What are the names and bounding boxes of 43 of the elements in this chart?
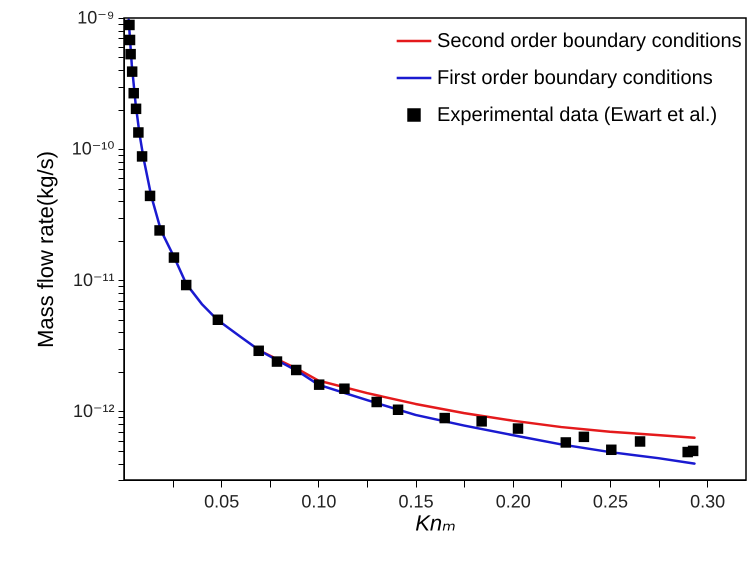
point xyxy=(133,127,144,138)
point xyxy=(272,356,282,367)
point xyxy=(124,34,136,46)
x-tick-label: 0.20 xyxy=(496,492,531,512)
point xyxy=(476,416,487,427)
y-tick-label: 10⁻¹⁰ xyxy=(72,138,114,159)
point xyxy=(136,151,148,162)
point xyxy=(180,280,192,290)
legend-label: Experimental data (Ewart et al.) xyxy=(437,104,718,126)
point xyxy=(371,396,382,408)
y-tick-label: 10⁻⁹ xyxy=(77,8,114,28)
x-tick-label: 0.10 xyxy=(301,492,336,512)
point xyxy=(439,412,450,424)
point xyxy=(392,404,404,415)
x-axis-title: Knₘ xyxy=(415,510,456,536)
text: 0.05 xyxy=(204,492,240,512)
point xyxy=(688,446,698,456)
point xyxy=(253,346,264,356)
y-tick-label: 10⁻¹² xyxy=(72,400,114,421)
point xyxy=(634,436,646,447)
legend-label: Second order boundary conditions xyxy=(437,30,742,52)
point xyxy=(144,190,156,202)
point xyxy=(290,364,302,376)
point xyxy=(130,104,142,114)
point xyxy=(314,379,324,390)
point xyxy=(154,225,165,236)
point xyxy=(125,48,136,60)
x-tick-label: 0.15 xyxy=(398,492,434,512)
y-axis-title: Mass flow rate(kg/s) xyxy=(32,151,58,348)
point xyxy=(124,20,135,30)
y-tick-label: 10⁻¹¹ xyxy=(72,270,114,290)
point xyxy=(578,432,590,442)
point xyxy=(128,88,139,98)
point xyxy=(339,383,350,394)
point xyxy=(168,252,180,263)
point xyxy=(512,423,524,434)
x-tick-label: 0.25 xyxy=(592,492,628,512)
point xyxy=(606,444,617,456)
point xyxy=(126,66,138,77)
legend-label: First order boundary conditions xyxy=(437,67,713,89)
point xyxy=(560,437,572,448)
x-tick-label: 0.30 xyxy=(690,492,726,512)
point xyxy=(212,314,224,326)
